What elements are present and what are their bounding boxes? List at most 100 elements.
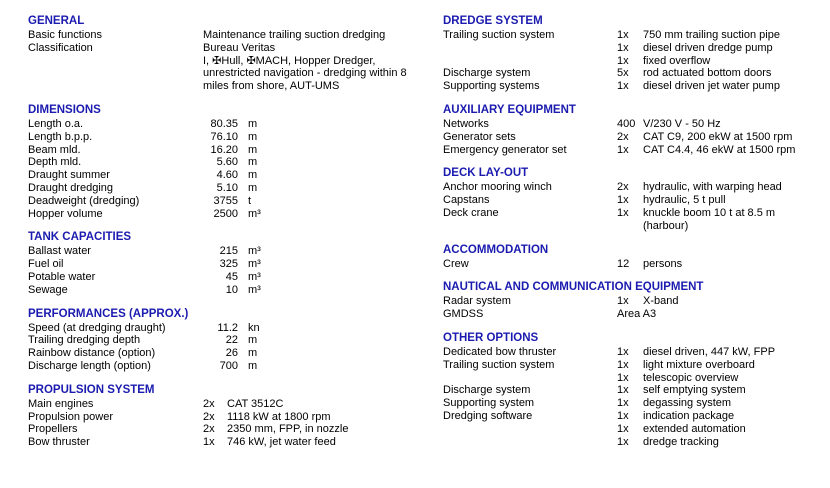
spec-column-left: GENERAL Basic functions Maintenance traili…	[28, 15, 426, 460]
spec-row: Trailing suction system 1x 750 mm trailing…	[443, 29, 829, 42]
row-label: Ballast water	[28, 245, 91, 258]
row-value: hydraulic, 5 t pull	[643, 194, 726, 207]
spec-row: 1x dredge tracking	[443, 436, 829, 449]
spec-row: Speed (at dredging draught) 11.2 kn	[28, 322, 426, 335]
row-label: Main engines	[28, 397, 94, 410]
row-value: fixed overflow	[643, 54, 711, 67]
row-value: extended automation	[643, 422, 746, 435]
row-unit: m	[248, 181, 258, 194]
row-label: Depth mld.	[28, 156, 82, 169]
row-quantity: 1x	[617, 54, 629, 67]
row-label: Speed (at dredging draught)	[28, 321, 166, 334]
row-label: Supporting system	[443, 397, 535, 410]
spec-row: 1x diesel driven dredge pump	[443, 42, 829, 55]
section-title: OTHER OPTIONS	[443, 331, 539, 344]
row-value: X-band	[643, 295, 679, 308]
row-quantity: Area A3	[617, 308, 657, 321]
spec-row: Main engines 2x CAT 3512C	[28, 398, 426, 411]
spec-row: Propulsion power 2x 1118 kW at 1800 rpm	[28, 411, 426, 424]
row-quantity: 2x	[617, 130, 629, 143]
row-label: Generator sets	[443, 130, 516, 143]
spec-row: Depth mld. 5.60 m	[28, 156, 426, 169]
row-value: diesel driven jet water pump	[643, 80, 780, 93]
row-label: Propellers	[28, 423, 78, 436]
row-quantity: 1x	[617, 206, 629, 219]
row-quantity: 1x	[617, 422, 629, 435]
section-general: GENERAL Basic functions Maintenance traili…	[28, 15, 426, 93]
spec-row: Emergency generator set 1x CAT C4.4, 46 ek…	[443, 144, 829, 157]
section-other-options: OTHER OPTIONS Dedicated bow thruster 1x die…	[443, 332, 829, 448]
row-value: Maintenance trailing suction dredging	[203, 29, 386, 41]
row-unit: m	[248, 143, 258, 156]
spec-row: Length b.p.p. 76.10 m	[28, 131, 426, 144]
row-value-number: 5.60	[216, 156, 238, 169]
row-label: Deck crane	[443, 206, 499, 219]
row-value: 750 mm trailing suction pipe	[643, 29, 780, 41]
spec-row: Capstans 1x hydraulic, 5 t pull	[443, 194, 829, 207]
row-value-number: 22	[225, 334, 238, 347]
spec-row: Length o.a. 80.35 m	[28, 118, 426, 131]
section-title: DIMENSIONS	[28, 103, 101, 116]
row-quantity: 1x	[617, 409, 629, 422]
row-label: Deadweight (dredging)	[28, 194, 140, 207]
row-label: Length o.a.	[28, 117, 84, 130]
row-quantity: 2x	[203, 410, 215, 423]
section-title: TANK CAPACITIES	[28, 231, 132, 244]
row-quantity: 2x	[203, 423, 215, 436]
row-value-number: 700	[219, 359, 238, 372]
row-value: Bureau Veritas I, ✠Hull, ✠MACH, Hopper D…	[203, 41, 407, 93]
spec-row: Discharge system 5x rod actuated bottom do…	[443, 67, 829, 80]
spec-row: Beam mld. 16.20 m	[28, 144, 426, 157]
row-label: GMDSS	[443, 308, 484, 321]
section-title: PROPULSION SYSTEM	[28, 383, 155, 396]
row-label: Sewage	[28, 283, 68, 296]
row-label: Hopper volume	[28, 207, 103, 220]
row-quantity: 1x	[203, 436, 215, 449]
row-label: Dredging software	[443, 409, 533, 422]
section-performances-approx: PERFORMANCES (APPROX.) Speed (at dredging…	[28, 308, 426, 373]
row-unit: m	[248, 117, 258, 130]
row-label: Rainbow distance (option)	[28, 347, 156, 360]
row-label: Draught summer	[28, 169, 110, 182]
section-title: DECK LAY-OUT	[443, 167, 529, 180]
row-unit: m³	[248, 207, 261, 220]
section-auxiliary-equipment: AUXILIARY EQUIPMENT Networks 400 V/230 V - …	[443, 104, 829, 156]
row-unit: t	[248, 194, 252, 207]
spec-row: Bow thruster 1x 746 kW, jet water feed	[28, 436, 426, 449]
row-label: Trailing dredging depth	[28, 334, 141, 347]
row-value: diesel driven dredge pump	[643, 41, 773, 54]
row-quantity: 400	[617, 117, 636, 130]
row-value: 1118 kW at 1800 rpm	[227, 410, 331, 423]
spec-row: Draught summer 4.60 m	[28, 169, 426, 182]
row-unit: m³	[248, 258, 261, 271]
row-quantity: 2x	[617, 181, 629, 194]
spec-row: Supporting system 1x degassing system	[443, 397, 829, 410]
row-value: knuckle boom 10 t at 8.5 m (harbour)	[643, 206, 776, 232]
row-quantity: 1x	[617, 41, 629, 54]
section-title: DREDGE SYSTEM	[443, 15, 543, 27]
row-value-number: 215	[219, 245, 238, 258]
row-quantity: 1x	[617, 295, 629, 308]
row-unit: m	[248, 156, 258, 169]
spec-row: Trailing suction system 1x light mixture o…	[443, 359, 829, 372]
spec-row: Discharge length (option) 700 m	[28, 360, 426, 373]
row-quantity: 1x	[617, 358, 629, 371]
section-propulsion-system: PROPULSION SYSTEM Main engines 2x CAT 3512C…	[28, 384, 426, 449]
row-label: Fuel oil	[28, 258, 64, 271]
spec-row: Generator sets 2x CAT C9, 200 ekW at 1500 …	[443, 131, 829, 144]
row-value-number: 5.10	[216, 181, 238, 194]
row-label: Propulsion power	[28, 410, 113, 423]
section-title: ACCOMMODATION	[443, 243, 549, 256]
row-label: Discharge length (option)	[28, 359, 151, 372]
spec-row: Draught dredging 5.10 m	[28, 182, 426, 195]
row-value: 2350 mm, FPP, in nozzle	[227, 423, 349, 436]
row-quantity: 1x	[617, 371, 629, 384]
section-nautical-and-communication-equipment: NAUTICAL AND COMMUNICATION EQUIPMENT Rada…	[443, 281, 829, 321]
spec-row: Discharge system 1x self emptying system	[443, 384, 829, 397]
spec-row: Fuel oil 325 m³	[28, 258, 426, 271]
row-value: 746 kW, jet water feed	[227, 436, 336, 449]
spec-row: 1x fixed overflow	[443, 55, 829, 68]
row-label: Beam mld.	[28, 143, 81, 156]
row-quantity: 5x	[617, 67, 629, 80]
